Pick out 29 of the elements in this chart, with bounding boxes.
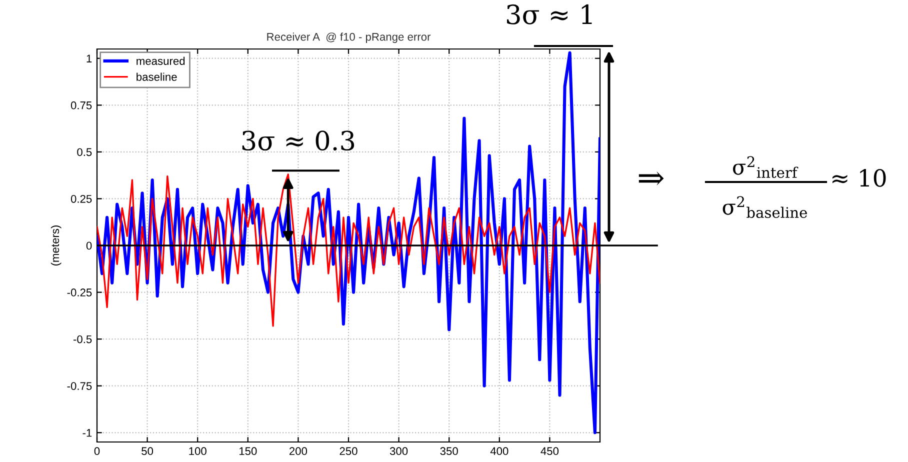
x-tick-label: 50	[142, 447, 154, 456]
x-tick-label: 250	[340, 447, 358, 456]
x-tick-label: 350	[440, 447, 458, 456]
x-tick-label: 150	[239, 447, 257, 456]
annotation: 3σ ≈ 0.3	[242, 130, 354, 151]
y-tick-label: -0.25	[67, 288, 92, 296]
text: ≈ 10	[832, 168, 886, 187]
x-tick-label: 200	[289, 447, 308, 456]
y-axis-title: (meters)	[50, 226, 62, 266]
y-tick-label: 0.25	[70, 194, 92, 203]
y-tick-label: 1	[86, 54, 92, 62]
y-tick-label: -0.5	[73, 335, 92, 344]
text: 3σ ≈ 1	[507, 4, 592, 24]
y-tick-label: 0.75	[70, 101, 92, 110]
y-tick-label: -0.75	[67, 382, 92, 390]
x-tick-label: 100	[189, 447, 206, 456]
x-tick-label: 300	[390, 447, 408, 456]
chart-title: Receiver A @ f10 - pRange error	[267, 32, 431, 43]
x-tick-label: 450	[540, 447, 559, 456]
text: ⇒	[638, 172, 664, 186]
legend-label: measured	[136, 56, 185, 65]
y-tick-label: 0	[86, 242, 92, 250]
x-tick-label: 400	[490, 447, 508, 456]
legend-label: baseline	[136, 72, 177, 81]
x-tick-label: 0	[94, 447, 100, 456]
text: σ$^{2}$$_{interf}$	[733, 156, 798, 178]
y-tick-label: -1	[82, 429, 92, 437]
text: σ$^{2}$$_{baseline}$	[722, 196, 807, 218]
y-tick-label: 0.5	[77, 148, 92, 156]
